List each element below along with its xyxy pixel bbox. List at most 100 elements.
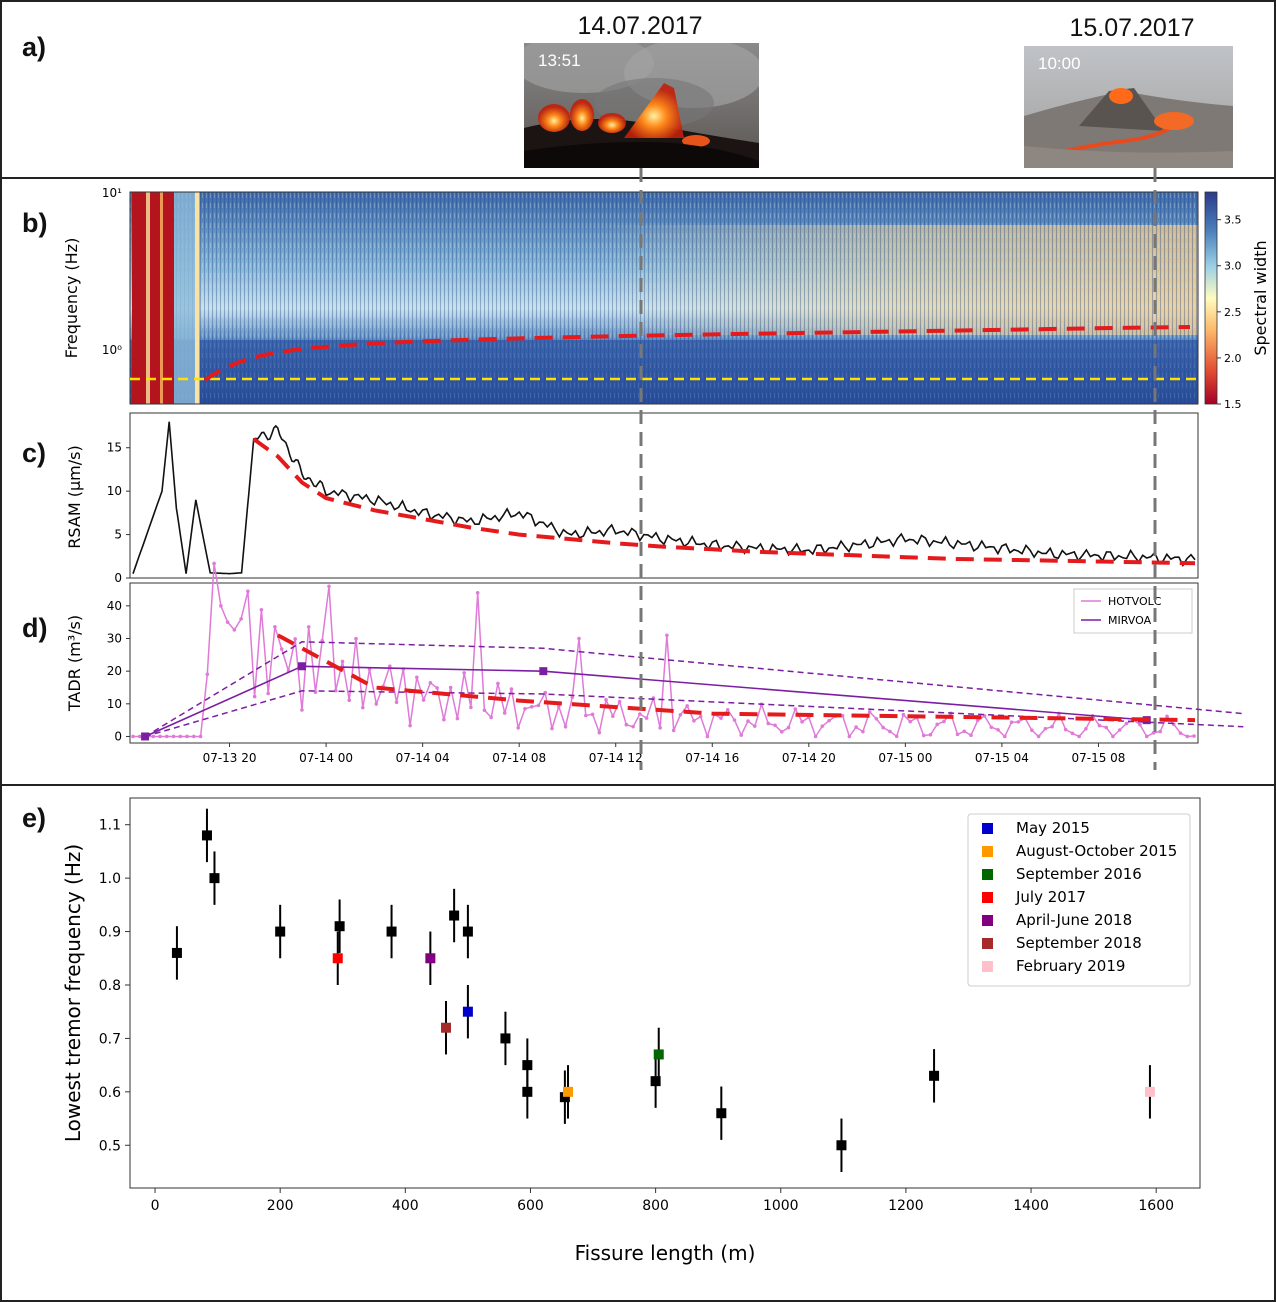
hotvolc-point-122 [955, 732, 960, 737]
rsam-ytick-label-2: 10 [107, 484, 122, 498]
hotvolc-point-74 [631, 724, 635, 729]
hotvolc-point-67 [583, 713, 588, 718]
hotvolc-point-22 [279, 647, 284, 651]
hotvolc-point-138 [1063, 727, 1068, 732]
hotvolc-point-141 [1084, 726, 1088, 731]
separator-d-e [0, 784, 1276, 786]
hotvolc-point-139 [1070, 731, 1075, 736]
scatter-point-16 [563, 1086, 574, 1097]
hotvolc-point-52 [482, 708, 487, 713]
hotvolc-point-57 [516, 725, 521, 730]
hotvolc-point-136 [1050, 724, 1054, 729]
tadr-panel: 0 10 20 30 40 07-13 20 07-14 00 07-14 04 07-14 … [65, 561, 1244, 765]
hotvolc-point-95 [773, 723, 777, 728]
scatter-point-15 [559, 1092, 570, 1103]
hotvolc-point-118 [928, 732, 933, 737]
scatter-ytick-label-4: 0.9 [99, 925, 121, 941]
hotvolc-point-145 [1111, 734, 1115, 739]
panel-label-b: b) [22, 208, 48, 238]
hotvolc-point-58 [523, 706, 527, 711]
scatter-point-10 [462, 926, 473, 937]
scatter-point-14 [522, 1086, 533, 1097]
tadr-xtick-label-8: 07-15 04 [975, 751, 1029, 765]
scatter-xtick-label-0: 0 [151, 1198, 160, 1214]
scatter-xlabel: Fissure length (m) [575, 1241, 756, 1265]
spectrogram-onset-stripe-1 [146, 192, 150, 404]
hotvolc-point-30 [333, 688, 338, 693]
hotvolc-point-157 [1192, 734, 1196, 738]
hotvolc-point-70 [604, 698, 608, 702]
scatter-yticks: 0.5 0.6 0.7 0.8 0.9 1.0 1.1 [99, 818, 130, 1154]
hotvolc-point-85 [705, 734, 710, 739]
hotvolc-point-76 [644, 716, 649, 720]
hotvolc-point-11 [205, 672, 210, 677]
scatter-legend-swatch-1 [982, 846, 993, 857]
hotvolc-point-149 [1138, 722, 1142, 727]
hotvolc-point-111 [881, 725, 885, 730]
scatter-ytick-label-0: 0.5 [99, 1138, 121, 1154]
scatter-point-9 [449, 910, 460, 921]
tadr-xtick-label-0: 07-13 20 [203, 751, 257, 765]
rsam-yticks: 0 5 10 15 [107, 441, 130, 585]
hotvolc-point-131 [1016, 720, 1021, 724]
hotvolc-point-130 [1009, 720, 1014, 724]
panel-label-a: a) [22, 32, 47, 62]
hotvolc-point-4 [158, 734, 162, 739]
scatter-xtick-label-4: 800 [642, 1198, 669, 1214]
hotvolc-point-17 [246, 589, 250, 594]
hotvolc-point-99 [800, 720, 804, 724]
hotvolc-point-119 [935, 722, 940, 727]
hotvolc-point-90 [739, 733, 744, 737]
rsam-ytick-label-0: 0 [114, 571, 122, 585]
scatter-legend-box [967, 813, 1191, 987]
hotvolc-point-38 [388, 664, 392, 668]
hotvolc-point-9 [192, 734, 196, 739]
hotvolc-point-26 [306, 625, 311, 629]
scatter-legend-label-3: July 2017 [1015, 888, 1086, 906]
legend-label-hotvolc: HOTVOLC [1108, 595, 1162, 608]
scatter-xtick-label-1: 200 [267, 1198, 294, 1214]
hotvolc-point-16 [239, 617, 243, 621]
colorbar-tick-label-3: 2.0 [1224, 352, 1242, 365]
tadr-xticks: 07-13 20 07-14 00 07-14 04 07-14 08 07-14 12… [203, 743, 1125, 765]
scatter-point-7 [425, 953, 436, 964]
hotvolc-point-36 [374, 702, 379, 706]
colorbar-label: Spectral width [1251, 240, 1270, 355]
scatter-point-8 [440, 1022, 451, 1033]
hotvolc-point-81 [678, 712, 683, 717]
hotvolc-point-78 [658, 726, 662, 730]
spectrogram-onset-band [132, 192, 174, 404]
tadr-legend-box [1073, 588, 1193, 634]
hotvolc-point-53 [489, 715, 493, 720]
hotvolc-point-109 [867, 710, 872, 714]
colorbar-ticks: 3.5 3.0 2.5 2.0 1.5 [1217, 214, 1242, 411]
spectrogram-ytick-top: 10¹ [102, 186, 122, 200]
tadr-legend: HOTVOLC MIRVOA [1073, 588, 1193, 634]
hotvolc-point-133 [1030, 728, 1034, 732]
tadr-xtick-label-5: 07-14 16 [685, 751, 739, 765]
hotvolc-point-152 [1158, 729, 1163, 734]
hotvolc-point-94 [766, 721, 771, 726]
hotvolc-point-42 [415, 675, 419, 680]
hotvolc-point-15 [232, 628, 237, 632]
scatter-legend-swatch-5 [982, 938, 993, 949]
spectrogram-low-band [130, 340, 1198, 404]
hotvolc-point-127 [989, 725, 994, 730]
scatter-xtick-label-2: 400 [392, 1198, 419, 1214]
hotvolc-point-153 [1165, 714, 1169, 719]
spectrogram-ylabel: Frequency (Hz) [62, 238, 81, 359]
spectrogram-panel: 10¹ 10⁰ Frequency (Hz) 3.5 3.0 2.5 2.0 1.5 S… [62, 186, 1270, 411]
hotvolc-point-20 [266, 691, 270, 696]
hotvolc-point-123 [962, 729, 967, 734]
photo-time-2: 10:00 [1038, 54, 1081, 73]
hotvolc-point-112 [888, 729, 892, 734]
hotvolc-point-143 [1097, 723, 1102, 728]
colorbar-tick-label-4: 1.5 [1224, 398, 1242, 411]
hotvolc-point-28 [320, 638, 325, 643]
rsam-trend-line [252, 437, 1196, 566]
scatter-ytick-label-5: 1.0 [99, 871, 121, 887]
scatter-ylabel: Lowest tremor frequency (Hz) [61, 844, 85, 1142]
scatter-point-20 [836, 1140, 847, 1151]
hotvolc-point-79 [665, 633, 669, 638]
hotvolc-point-68 [590, 712, 595, 717]
